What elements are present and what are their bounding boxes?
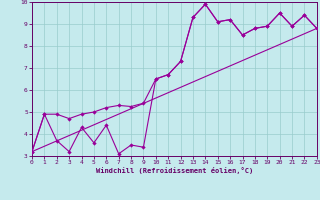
X-axis label: Windchill (Refroidissement éolien,°C): Windchill (Refroidissement éolien,°C) — [96, 167, 253, 174]
